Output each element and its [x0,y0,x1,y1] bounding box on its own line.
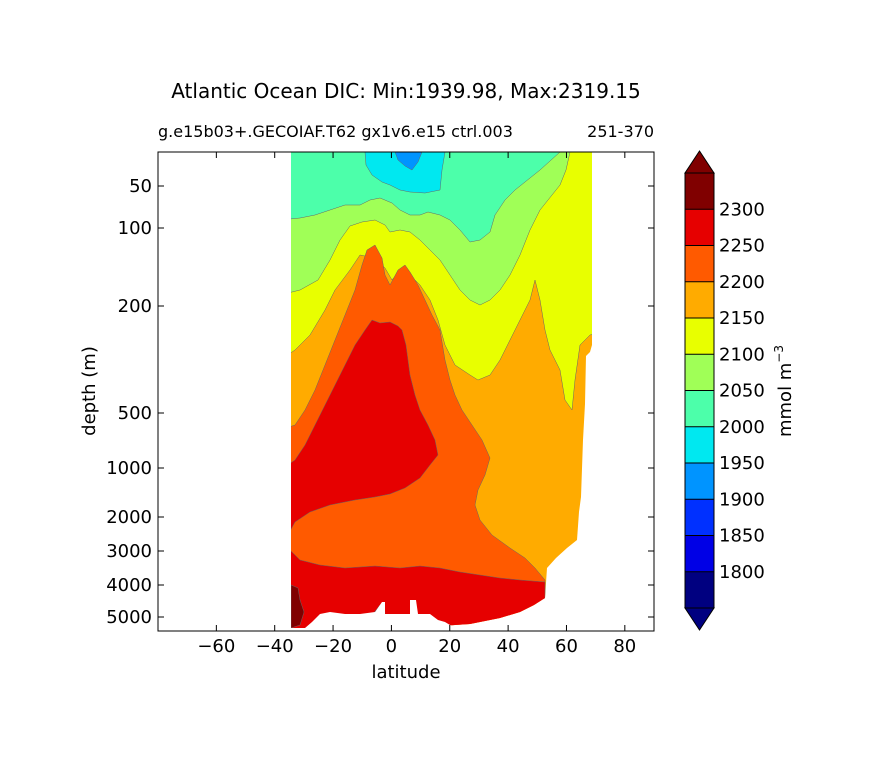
contour-band-2050 [291,152,592,243]
y-tick-label: 1000 [106,458,152,479]
y-tick-label: 100 [118,218,152,239]
colorbar-segment [685,426,714,463]
chart-title: Atlantic Ocean DIC: Min:1939.98, Max:231… [171,79,641,103]
contour-band-1950 [394,152,423,171]
colorbar-extend-max [684,150,715,174]
colorbar-segment [685,463,714,500]
colorbar: 1800 1850 1900 1950 2000 2050 2100 2150 2200 2250… [684,150,765,631]
y-tick-label: 5000 [106,607,152,628]
y-tick-label: 500 [118,403,152,424]
x-tick-label: −60 [197,636,235,657]
x-axis: −60 −40 −20 0 20 40 60 80 [197,152,636,657]
colorbar-tick-label: 1950 [719,453,765,474]
chart-subtitle-right: 251-370 [587,122,654,141]
plot-area [158,152,654,631]
colorbar-tick-label: 2300 [719,199,765,220]
colorbar-segment [685,318,714,355]
colorbar-extend-min [684,607,715,631]
colorbar-tick-label: 2100 [719,344,765,365]
colorbar-tick-label: 1800 [719,562,765,583]
colorbar-label: mmol m−3 [772,345,796,437]
y-tick-label: 50 [129,176,152,197]
colorbar-tick-label: 2150 [719,308,765,329]
colorbar-segment [685,571,714,608]
contour-band-2000 [364,152,446,194]
colorbar-segment [685,245,714,282]
colorbar-segment [685,281,714,318]
colorbar-tick-label: 2050 [719,381,765,402]
y-tick-label: 4000 [106,575,152,596]
x-tick-label: 40 [497,636,520,657]
x-axis-label: latitude [371,662,440,683]
colorbar-label-exponent: −3 [772,345,786,363]
colorbar-segment [685,173,714,210]
y-tick-label: 3000 [106,541,152,562]
colorbar-tick-label: 2000 [719,417,765,438]
colorbar-segment [685,209,714,246]
y-tick-label: 200 [118,296,152,317]
chart-subtitle-left: g.e15b03+.GECOIAF.T62 gx1v6.e15 ctrl.003 [158,122,513,141]
x-tick-label: 80 [613,636,636,657]
colorbar-label-main: mmol m [775,363,796,437]
topography-mask [305,598,654,631]
y-axis-label: depth (m) [79,346,100,436]
x-tick-label: −20 [314,636,352,657]
y-axis: 50 100 200 500 1000 2000 3000 4000 5000 [106,176,654,628]
x-tick-label: −40 [256,636,294,657]
colorbar-segment [685,535,714,572]
colorbar-tick-label: 2250 [719,236,765,257]
colorbar-segment [685,499,714,536]
x-tick-label: 20 [438,636,461,657]
colorbar-tick-label: 1900 [719,489,765,510]
colorbar-segment [685,354,714,391]
x-tick-label: 60 [555,636,578,657]
contour-band-2300 [291,319,439,546]
y-tick-label: 2000 [106,507,152,528]
x-tick-label: 0 [386,636,397,657]
colorbar-tick-label: 1850 [719,526,765,547]
plot-frame [157,151,655,632]
colorbar-tick-label: 2200 [719,272,765,293]
colorbar-segment [685,390,714,427]
